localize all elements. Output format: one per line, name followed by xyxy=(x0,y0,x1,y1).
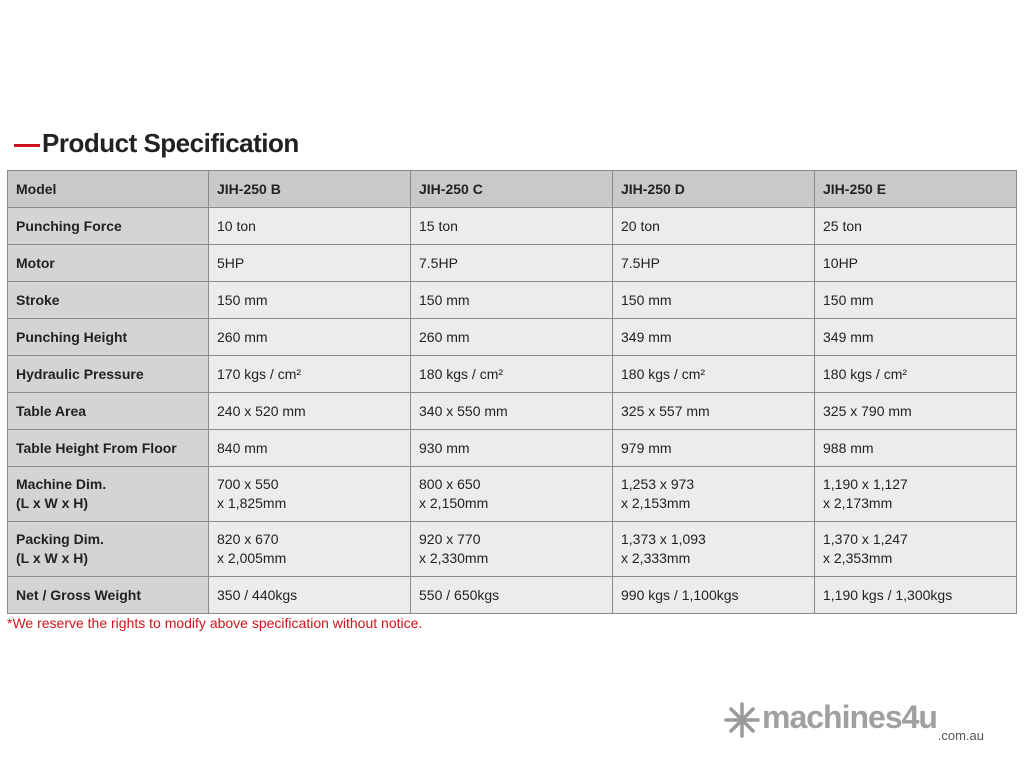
cell: 7.5HP xyxy=(410,244,613,282)
table-row: Table Area 240 x 520 mm 340 x 550 mm 325 x … xyxy=(7,392,1017,430)
cell: 820 x 670 x 2,005mm xyxy=(208,521,411,577)
column-header: JIH-250 C xyxy=(410,170,613,208)
cell-line: (L x W x H) xyxy=(16,495,89,511)
cell: 349 mm xyxy=(814,318,1017,356)
cell: 240 x 520 mm xyxy=(208,392,411,430)
cell: 20 ton xyxy=(612,207,815,245)
cell-line: x 2,353mm xyxy=(823,550,893,566)
cell-line: x 2,333mm xyxy=(621,550,691,566)
cell: 325 x 790 mm xyxy=(814,392,1017,430)
cell-line: 800 x 650 xyxy=(419,476,481,492)
row-label: Punching Height xyxy=(7,318,209,356)
cell: 920 x 770 x 2,330mm xyxy=(410,521,613,577)
cell: 150 mm xyxy=(410,281,613,319)
title-dash xyxy=(14,143,40,147)
cell-line: Machine Dim. xyxy=(16,476,107,492)
cell-line: (L x W x H) xyxy=(16,550,89,566)
table-row: Machine Dim. (L x W x H) 700 x 550 x 1,825m… xyxy=(7,466,1017,522)
cell-line: 820 x 670 xyxy=(217,531,279,547)
logo: machines4u .com.au xyxy=(724,699,984,743)
row-label: Table Area xyxy=(7,392,209,430)
cell: 349 mm xyxy=(612,318,815,356)
logo-icon xyxy=(724,702,760,738)
cell-line: 1,253 x 973 xyxy=(621,476,695,492)
cell: 25 ton xyxy=(814,207,1017,245)
table-body: Model JIH-250 B JIH-250 C JIH-250 D JIH-250 … xyxy=(7,170,1017,614)
cell: 180 kgs / cm² xyxy=(814,355,1017,393)
cell-line: 920 x 770 xyxy=(419,531,481,547)
cell: 10 ton xyxy=(208,207,411,245)
cell: 10HP xyxy=(814,244,1017,282)
cell-line: x 2,173mm xyxy=(823,495,893,511)
row-label: Stroke xyxy=(7,281,209,319)
column-header: Model xyxy=(7,170,209,208)
row-label: Hydraulic Pressure xyxy=(7,355,209,393)
cell: 1,190 x 1,127 x 2,173mm xyxy=(814,466,1017,522)
cell: 180 kgs / cm² xyxy=(410,355,613,393)
table-row: Net / Gross Weight 350 / 440kgs 550 / 650k… xyxy=(7,576,1017,614)
column-header: JIH-250 E xyxy=(814,170,1017,208)
cell: 550 / 650kgs xyxy=(410,576,613,614)
cell: 800 x 650 x 2,150mm xyxy=(410,466,613,522)
cell: 325 x 557 mm xyxy=(612,392,815,430)
cell: 988 mm xyxy=(814,429,1017,467)
logo-domain: .com.au xyxy=(938,728,984,743)
cell-line: x 2,005mm xyxy=(217,550,287,566)
column-header: JIH-250 B xyxy=(208,170,411,208)
cell: 700 x 550 x 1,825mm xyxy=(208,466,411,522)
cell-line: 1,190 x 1,127 xyxy=(823,476,908,492)
cell: 979 mm xyxy=(612,429,815,467)
cell: 930 mm xyxy=(410,429,613,467)
cell-line: x 2,153mm xyxy=(621,495,691,511)
row-label: Table Height From Floor xyxy=(7,429,209,467)
table-row: Punching Height 260 mm 260 mm 349 mm 349 mm xyxy=(7,318,1017,356)
logo-name: machines4u xyxy=(762,699,937,735)
title-text: Product Specification xyxy=(42,128,299,158)
cell: 340 x 550 mm xyxy=(410,392,613,430)
table-row: Hydraulic Pressure 170 kgs / cm² 180 kgs /… xyxy=(7,355,1017,393)
cell: 150 mm xyxy=(612,281,815,319)
cell-line: x 2,330mm xyxy=(419,550,489,566)
column-header: JIH-250 D xyxy=(612,170,815,208)
cell-line: 1,370 x 1,247 xyxy=(823,531,908,547)
row-label: Machine Dim. (L x W x H) xyxy=(7,466,209,522)
cell-line: 1,373 x 1,093 xyxy=(621,531,706,547)
cell: 5HP xyxy=(208,244,411,282)
table-row: Packing Dim. (L x W x H) 820 x 670 x 2,005m… xyxy=(7,521,1017,577)
cell: 150 mm xyxy=(208,281,411,319)
cell-line: 700 x 550 xyxy=(217,476,279,492)
cell: 840 mm xyxy=(208,429,411,467)
table-row: Table Height From Floor 840 mm 930 mm 979 m… xyxy=(7,429,1017,467)
table-row: Stroke 150 mm 150 mm 150 mm 150 mm xyxy=(7,281,1017,319)
cell: 180 kgs / cm² xyxy=(612,355,815,393)
cell-line: x 1,825mm xyxy=(217,495,287,511)
cell: 1,373 x 1,093 x 2,333mm xyxy=(612,521,815,577)
cell-line: Packing Dim. xyxy=(16,531,104,547)
row-label: Punching Force xyxy=(7,207,209,245)
cell: 990 kgs / 1,100kgs xyxy=(612,576,815,614)
cell: 260 mm xyxy=(208,318,411,356)
cell: 150 mm xyxy=(814,281,1017,319)
table-row: Punching Force 10 ton 15 ton 20 ton 25 ton xyxy=(7,207,1017,245)
header-row: Model JIH-250 B JIH-250 C JIH-250 D JIH-250 … xyxy=(7,170,1017,208)
cell: 1,190 kgs / 1,300kgs xyxy=(814,576,1017,614)
cell: 350 / 440kgs xyxy=(208,576,411,614)
cell: 260 mm xyxy=(410,318,613,356)
table-row: Motor 5HP 7.5HP 7.5HP 10HP xyxy=(7,244,1017,282)
cell: 170 kgs / cm² xyxy=(208,355,411,393)
disclaimer: *We reserve the rights to modify above s… xyxy=(7,615,423,631)
cell: 1,253 x 973 x 2,153mm xyxy=(612,466,815,522)
cell-line: x 2,150mm xyxy=(419,495,489,511)
row-label: Packing Dim. (L x W x H) xyxy=(7,521,209,577)
row-label: Motor xyxy=(7,244,209,282)
row-label: Net / Gross Weight xyxy=(7,576,209,614)
cell: 1,370 x 1,247 x 2,353mm xyxy=(814,521,1017,577)
section-title: Product Specification xyxy=(14,128,299,159)
spec-table: Model JIH-250 B JIH-250 C JIH-250 D JIH-250 … xyxy=(7,170,1017,614)
cell: 15 ton xyxy=(410,207,613,245)
cell: 7.5HP xyxy=(612,244,815,282)
